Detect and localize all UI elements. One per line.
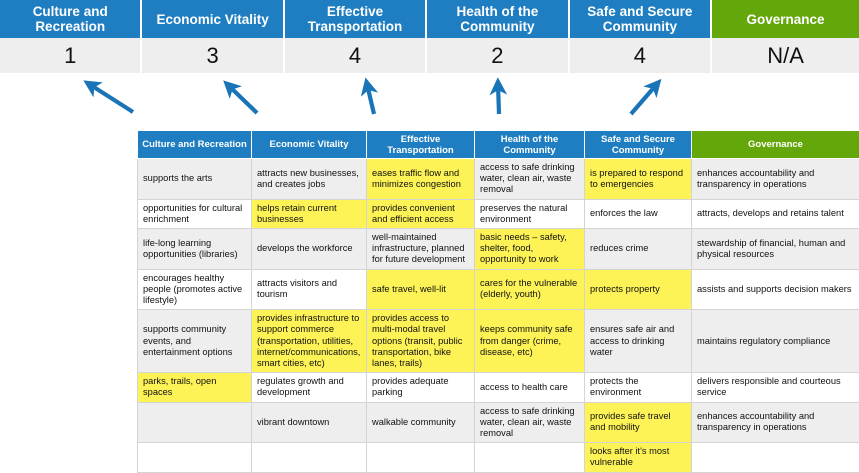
matrix-col-header-economic-vitality: Economic Vitality [252,131,367,159]
matrix-cell: provides access to multi-modal travel op… [367,310,475,373]
matrix-cell-empty [138,443,252,472]
matrix-cell: helps retain current businesses [252,199,367,228]
matrix-cell: assists and supports decision makers [692,269,859,310]
score-header-economic-vitality: Economic Vitality [142,0,284,38]
score-value-health-of-the-community: 2 [427,38,569,73]
matrix-cell-empty [692,443,859,472]
score-header-governance: Governance [712,0,859,38]
matrix-cell: access to health care [475,373,585,402]
score-header-safe-and-secure-community: Safe and Secure Community [570,0,712,38]
score-value-culture-and-recreation: 1 [0,38,142,73]
matrix-cell: looks after it's most vulnerable [585,443,692,472]
matrix-cell: attracts, develops and retains talent [692,199,859,228]
matrix-cell: attracts new businesses, and creates job… [252,159,367,200]
matrix-cell: develops the workforce [252,229,367,270]
matrix-cell: preserves the natural environment [475,199,585,228]
matrix-col-header-governance: Governance [692,131,859,159]
matrix-cell: encourages healthy people (promotes acti… [138,269,252,310]
matrix-col-header-health-of-the-community: Health of the Community [475,131,585,159]
matrix-cell: provides infrastructure to support comme… [252,310,367,373]
matrix-cell: cares for the vulnerable (elderly, youth… [475,269,585,310]
matrix-cell: access to safe drinking water, clean air… [475,159,585,200]
matrix-cell-empty [138,402,252,443]
arrow-safe-and-secure-community [631,84,657,114]
matrix-cell-empty [252,443,367,472]
score-value-effective-transportation: 4 [285,38,427,73]
matrix-cell: maintains regulatory compliance [692,310,859,373]
matrix-cell: reduces crime [585,229,692,270]
score-value-safe-and-secure-community: 4 [570,38,712,73]
matrix-cell: protects the environment [585,373,692,402]
arrow-economic-vitality [228,85,257,113]
matrix-cell: regulates growth and development [252,373,367,402]
matrix-cell: vibrant downtown [252,402,367,443]
matrix-cell: ensures safe air and access to drinking … [585,310,692,373]
matrix-cell: life-long learning opportunities (librar… [138,229,252,270]
matrix-col-header-safe-and-secure-community: Safe and Secure Community [585,131,692,159]
matrix-cell-empty [475,443,585,472]
arrow-effective-transportation [367,84,374,114]
matrix-cell: supports the arts [138,159,252,200]
matrix-cell: protects property [585,269,692,310]
arrow-health-of-the-community [498,84,499,114]
matrix-cell: stewardship of financial, human and phys… [692,229,859,270]
matrix-col-header-culture-and-recreation: Culture and Recreation [138,131,252,159]
matrix-cell: provides convenient and efficient access [367,199,475,228]
matrix-cell: eases traffic flow and minimizes congest… [367,159,475,200]
matrix-cell: attracts visitors and tourism [252,269,367,310]
matrix-cell: opportunities for cultural enrichment [138,199,252,228]
matrix-cell: enhances accountability and transparency… [692,159,859,200]
matrix-cell: provides safe travel and mobility [585,402,692,443]
arrow-culture-and-recreation [89,84,133,112]
arrows-layer [0,76,859,132]
matrix-row: encourages healthy people (promotes acti… [138,269,859,310]
score-value-economic-vitality: 3 [142,38,284,73]
matrix-cell-empty [367,443,475,472]
score-value-governance: N/A [712,38,859,73]
matrix-cell: access to safe drinking water, clean air… [475,402,585,443]
matrix-cell: supports community events, and entertain… [138,310,252,373]
matrix-cell: keeps community safe from danger (crime,… [475,310,585,373]
matrix-cell: provides adequate parking [367,373,475,402]
matrix-cell: walkable community [367,402,475,443]
score-header-effective-transportation: Effective Transportation [285,0,427,38]
score-header-culture-and-recreation: Culture and Recreation [0,0,142,38]
matrix-cell: delivers responsible and courteous servi… [692,373,859,402]
matrix-cell: enforces the law [585,199,692,228]
score-header-health-of-the-community: Health of the Community [427,0,569,38]
matrix-col-header-effective-transportation: Effective Transportation [367,131,475,159]
matrix-cell: is prepared to respond to emergencies [585,159,692,200]
matrix-cell: well-maintained infrastructure, planned … [367,229,475,270]
matrix-cell: basic needs – safety, shelter, food, opp… [475,229,585,270]
matrix-cell: safe travel, well-lit [367,269,475,310]
matrix-cell: enhances accountability and transparency… [692,402,859,443]
matrix-row: life-long learning opportunities (librar… [138,229,859,270]
matrix-row: supports community events, and entertain… [138,310,859,373]
matrix-cell: parks, trails, open spaces [138,373,252,402]
matrix-row: looks after it's most vulnerable [138,443,859,472]
